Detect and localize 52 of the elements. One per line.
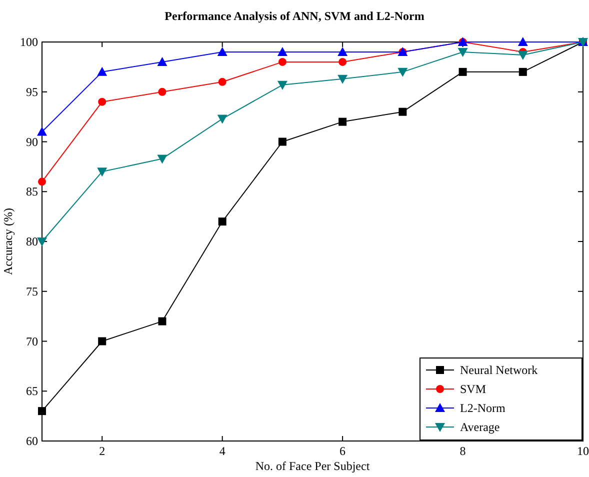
y-tick-label: 70: [26, 334, 38, 348]
y-tick-label: 95: [26, 84, 38, 99]
point: [158, 317, 166, 326]
y-tick-label: 60: [26, 434, 38, 448]
point: [338, 74, 348, 84]
point: [398, 68, 408, 77]
point: [38, 178, 46, 186]
point: [518, 68, 527, 76]
point: [518, 37, 528, 46]
point: [158, 88, 166, 96]
y-axis-title: Accuracy (%): [1, 208, 15, 275]
point: [338, 58, 347, 66]
point: [277, 80, 288, 90]
legend-label: SVM: [460, 382, 486, 396]
legend-label: Average: [460, 420, 500, 434]
x-tick-label: 4: [219, 444, 226, 458]
point: [97, 66, 108, 76]
point: [97, 168, 108, 177]
x-tick-label: 6: [340, 444, 346, 458]
point: [338, 46, 348, 56]
y-tick-label: 75: [26, 284, 38, 298]
point: [398, 108, 407, 116]
point: [218, 218, 226, 226]
point: [157, 56, 168, 66]
point: [277, 46, 288, 56]
point: [98, 98, 106, 106]
point: [157, 154, 168, 164]
point: [518, 50, 528, 60]
point: [458, 48, 468, 57]
legend-label: Neural Network: [460, 363, 538, 377]
point: [98, 337, 106, 346]
point: [217, 114, 228, 124]
y-tick-label: 90: [26, 134, 38, 149]
legend-label: L2-Norm: [460, 401, 506, 415]
point: [218, 78, 226, 86]
point: [37, 126, 47, 136]
chart-title: Performance Analysis of ANN, SVM and L2-Norm: [164, 9, 424, 23]
point: [278, 138, 286, 146]
x-tick-label: 10: [577, 444, 589, 458]
x-axis-title: No. of Face Per Subject: [255, 459, 370, 473]
y-tick-label: 100: [20, 35, 38, 49]
point: [38, 407, 46, 416]
y-tick-label: 65: [26, 384, 38, 398]
x-tick-label: 2: [99, 444, 106, 458]
y-tick-label: 85: [26, 184, 38, 199]
point: [217, 46, 228, 56]
point: [458, 68, 467, 76]
point: [338, 118, 347, 126]
point: [278, 58, 286, 66]
y-tick-label: 80: [26, 234, 38, 248]
point: [37, 238, 47, 246]
x-tick-label: 8: [460, 444, 466, 458]
